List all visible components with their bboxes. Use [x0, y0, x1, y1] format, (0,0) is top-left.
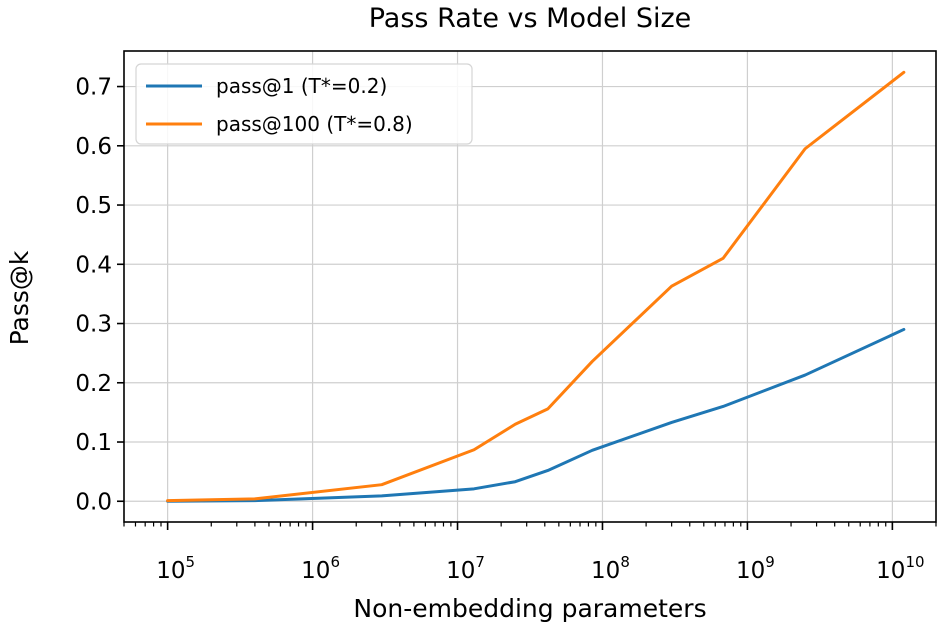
x-tick-label: 1010	[876, 553, 924, 584]
y-axis-label: Pass@k	[5, 250, 34, 345]
x-tick-exponent: 7	[475, 553, 485, 571]
x-tick-base: 10	[591, 558, 620, 584]
series-line-pass-at-100	[166, 70, 906, 503]
y-tick-label: 0.0	[75, 489, 112, 515]
x-tick-label: 106	[301, 553, 340, 584]
plot-area-frame	[123, 50, 937, 523]
x-tick-base: 10	[156, 558, 185, 584]
x-tick-label: 105	[156, 553, 195, 584]
legend: pass@1 (T*=0.2) pass@100 (T*=0.8)	[135, 63, 473, 145]
x-tick-base: 10	[446, 558, 475, 584]
x-tick-label: 109	[736, 553, 775, 584]
chart-title: Pass Rate vs Model Size	[369, 3, 692, 34]
legend-label-pass-at-100: pass@100 (T*=0.8)	[216, 112, 413, 136]
x-axis-label: Non-embedding parameters	[353, 594, 706, 623]
plot-series	[166, 70, 906, 503]
y-tick-label: 0.2	[75, 371, 112, 397]
y-tick-label: 0.5	[75, 193, 112, 219]
y-tick-label: 0.3	[75, 312, 112, 338]
x-tick-label: 108	[591, 553, 630, 584]
series-line-pass-at-1	[166, 327, 906, 503]
x-tick-exponent: 6	[330, 553, 340, 571]
x-tick-exponent: 8	[620, 553, 630, 571]
y-tick-label: 0.4	[75, 252, 112, 278]
x-tick-base: 10	[876, 558, 905, 584]
y-tick-label: 0.6	[75, 134, 112, 160]
x-tick-base: 10	[301, 558, 330, 584]
y-tick-label: 0.7	[75, 75, 112, 101]
legend-box	[135, 63, 473, 145]
y-tick-label: 0.1	[75, 430, 112, 456]
x-tick-exponent: 10	[905, 553, 924, 571]
x-tick-exponent: 9	[765, 553, 775, 571]
x-tick-base: 10	[736, 558, 765, 584]
x-tick-exponent: 5	[186, 553, 196, 571]
legend-label-pass-at-1: pass@1 (T*=0.2)	[216, 74, 387, 98]
x-tick-label: 107	[446, 553, 485, 584]
